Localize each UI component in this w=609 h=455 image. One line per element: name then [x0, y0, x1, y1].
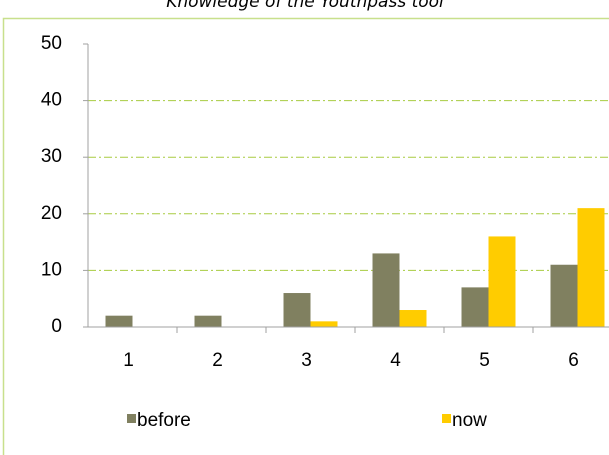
- legend-label: now: [452, 410, 487, 431]
- y-tick-label: 20: [41, 203, 62, 224]
- x-tick-label: 4: [390, 350, 401, 371]
- bar: [488, 236, 516, 327]
- bar: [105, 315, 133, 327]
- x-tick-label: 5: [479, 350, 490, 371]
- bar: [372, 253, 400, 327]
- chart-frame: [2, 17, 609, 455]
- y-tick-label: 30: [41, 146, 62, 167]
- x-tick-label: 6: [568, 350, 579, 371]
- x-tick-label: 2: [212, 350, 223, 371]
- x-tick-label: 1: [123, 350, 134, 371]
- y-tick-label: 50: [41, 33, 62, 54]
- bar: [577, 208, 605, 327]
- legend-swatch: [127, 414, 136, 423]
- bar: [310, 321, 338, 327]
- x-tick-label: 3: [301, 350, 312, 371]
- y-tick-label: 40: [41, 90, 62, 111]
- legend-swatch: [442, 414, 451, 423]
- bar: [399, 310, 427, 327]
- bar: [194, 315, 222, 327]
- y-tick-label: 10: [41, 259, 62, 280]
- bar: [550, 264, 578, 327]
- chart-title: Knowledge of the Youthpass tool: [166, 0, 444, 12]
- legend-label: before: [137, 410, 191, 431]
- bar: [461, 287, 489, 327]
- bar: [283, 293, 311, 327]
- y-tick-label: 0: [51, 316, 62, 337]
